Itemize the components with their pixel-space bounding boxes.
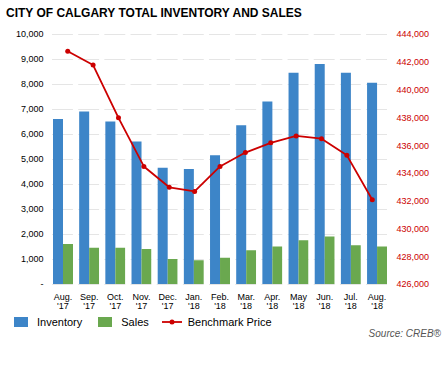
svg-text:4,000: 4,000 [21,179,44,189]
svg-text:Dec.'17: Dec.'17 [158,292,177,311]
svg-text:436,000: 436,000 [397,140,430,150]
svg-text:Aug.'18: Aug.'18 [368,292,387,311]
svg-text:442,000: 442,000 [397,57,430,67]
svg-text:2,000: 2,000 [21,229,44,239]
svg-text:3,000: 3,000 [21,204,44,214]
svg-text:-: - [41,279,44,289]
svg-text:10,000: 10,000 [16,29,44,39]
svg-text:7,000: 7,000 [21,104,44,114]
svg-text:Nov.'17: Nov.'17 [133,292,151,311]
html-text:Benchmark Price: Benchmark Price [187,316,272,328]
svg-text:Feb.'18: Feb.'18 [211,292,229,311]
svg-text:440,000: 440,000 [397,85,430,95]
svg-text:426,000: 426,000 [397,279,430,289]
svg-text:Jul.'18: Jul.'18 [344,292,358,311]
html-text:Sales: Sales [121,316,149,328]
svg-text:5,000: 5,000 [21,154,44,164]
svg-text:Aug.'17: Aug.'17 [54,292,73,311]
svg-text:432,000: 432,000 [397,196,430,206]
svg-text:430,000: 430,000 [397,224,430,234]
svg-text:May'18: May'18 [290,292,308,311]
html-text:CITY OF CALGARY TOTAL INVENTOR: CITY OF CALGARY TOTAL INVENTORY AND SALE… [6,6,302,20]
svg-text:8,000: 8,000 [21,79,44,89]
svg-text:Oct.'17: Oct.'17 [107,292,124,311]
svg-text:Sep.'17: Sep.'17 [80,292,99,311]
svg-text:Jan.'18: Jan.'18 [185,292,202,311]
svg-text:9,000: 9,000 [21,54,44,64]
svg-text:Jun.'18: Jun.'18 [316,292,333,311]
svg-text:Mar.'18: Mar.'18 [237,292,255,311]
svg-text:Apr.'18: Apr.'18 [264,292,280,311]
svg-text:438,000: 438,000 [397,113,430,123]
svg-text:6,000: 6,000 [21,129,44,139]
svg-text:428,000: 428,000 [397,252,430,262]
svg-text:1,000: 1,000 [21,254,44,264]
html-text:Inventory: Inventory [37,316,83,328]
svg-text:444,000: 444,000 [397,29,430,39]
svg-text:434,000: 434,000 [397,168,430,178]
html-text:Source: CREB®: Source: CREB® [368,328,441,339]
